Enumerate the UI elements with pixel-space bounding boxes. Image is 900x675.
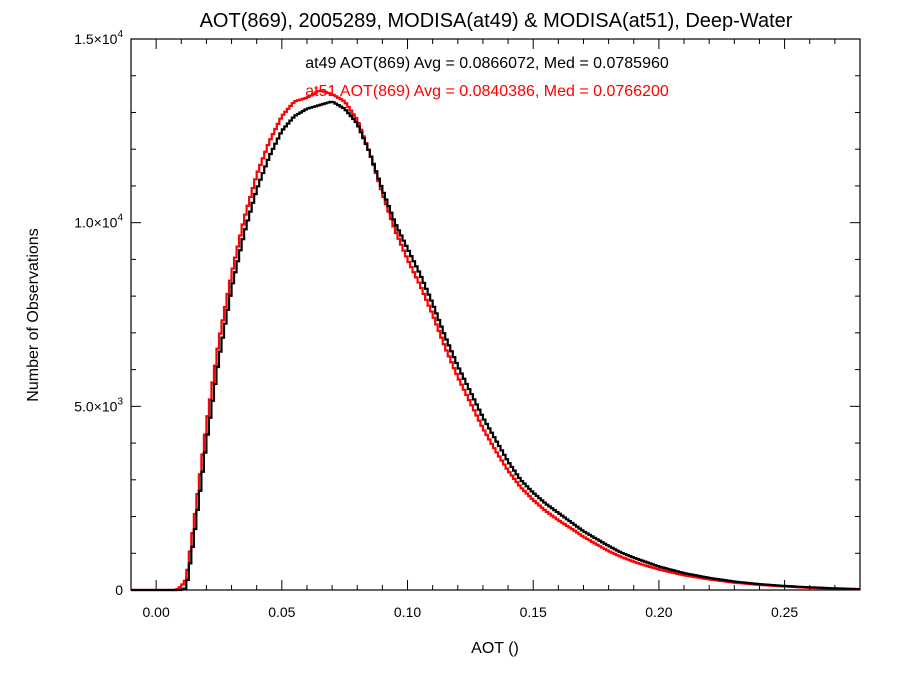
y-tick-label: 1.0×104 [74,213,123,231]
x-axis-label: AOT () [471,640,519,657]
series-line-at49 [131,100,860,592]
y-axis-label: Number of Observations [25,228,42,401]
annotation-at51: at51 AOT(869) Avg = 0.0840386, Med = 0.0… [305,83,669,100]
x-tick-label: 0.15 [520,604,547,620]
x-tick-label: 0.25 [771,604,798,620]
y-axis: 0 5.0×103 1.0×104 1.5×104 [74,29,860,598]
x-tick-label: 0.20 [645,604,672,620]
y-tick-label: 0 [115,582,123,598]
chart-title: AOT(869), 2005289, MODISA(at49) & MODISA… [200,10,793,32]
x-tick-label: 0.00 [143,604,170,620]
x-tick-label: 0.05 [268,604,295,620]
series-line-at51 [131,89,860,592]
x-tick-label: 0.10 [394,604,421,620]
series-layer [131,89,860,592]
y-tick-label: 1.5×104 [74,29,123,47]
y-tick-label: 5.0×103 [74,396,123,414]
x-axis: 0.00 0.05 0.10 0.15 0.20 0.25 [130,39,861,620]
plot-frame [130,38,861,591]
annotation-at49: at49 AOT(869) Avg = 0.0866072, Med = 0.0… [305,55,669,72]
